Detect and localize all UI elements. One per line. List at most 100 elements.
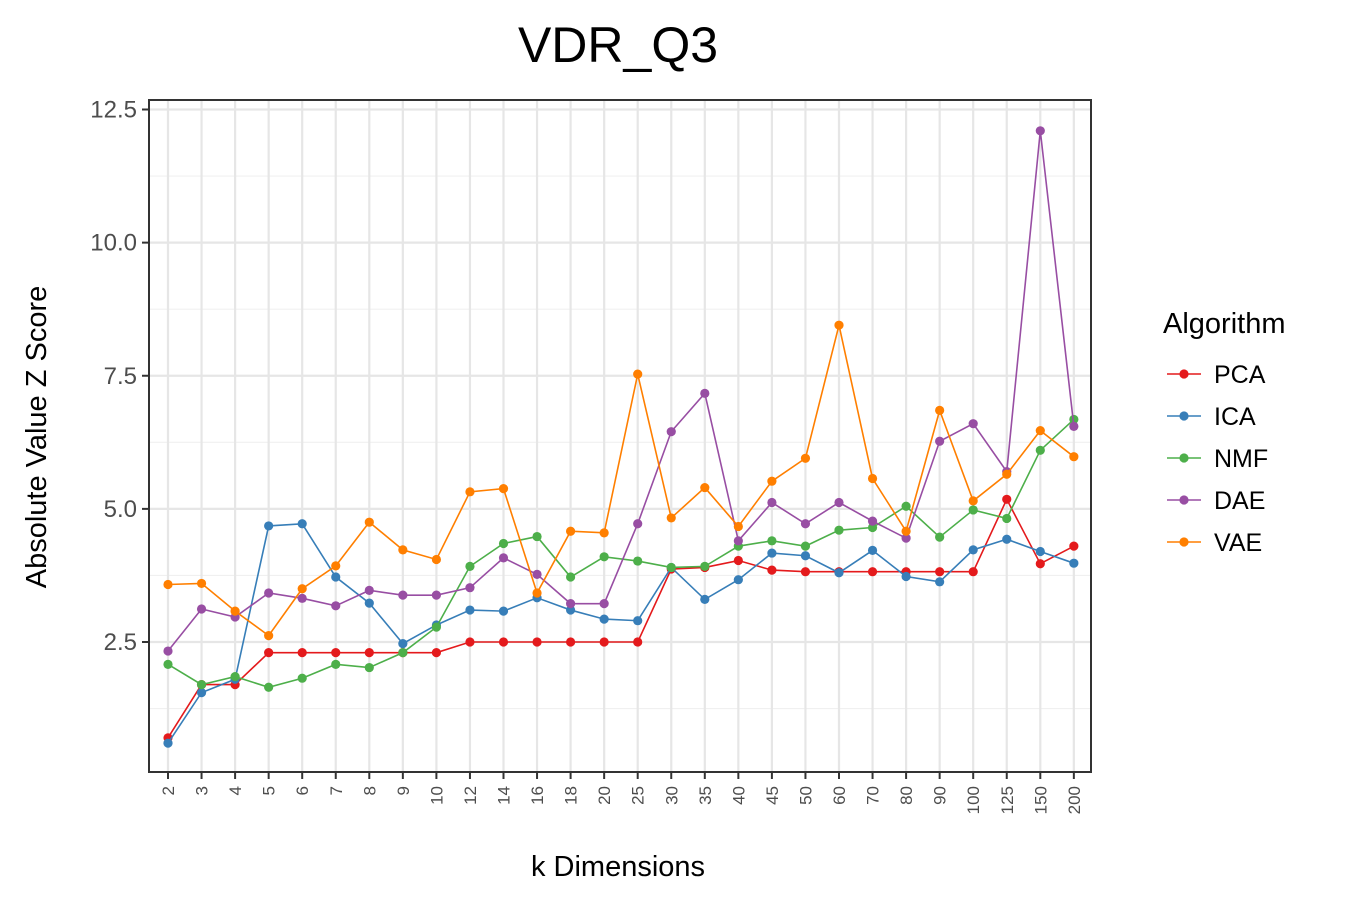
data-point-nmf <box>700 561 710 571</box>
data-point-nmf <box>364 662 374 673</box>
data-point-dae <box>196 604 207 614</box>
data-point-nmf <box>1035 445 1045 455</box>
y-tick-label: 12.5 <box>90 97 137 124</box>
series-line-ica <box>167 522 1075 744</box>
data-point-vae <box>297 584 307 594</box>
data-point-ica <box>633 616 643 626</box>
legend-key-point <box>1179 495 1189 505</box>
x-tick-label: 2 <box>159 786 178 795</box>
data-point-ica <box>264 521 274 531</box>
data-point-dae <box>566 599 576 609</box>
data-point-dae <box>867 516 878 526</box>
data-point-ica <box>163 738 173 748</box>
data-point-nmf <box>431 622 441 632</box>
data-point-pca <box>1035 559 1045 569</box>
legend-item-dae: DAE <box>1167 487 1265 515</box>
data-point-ica <box>1002 534 1012 544</box>
legend-label: ICA <box>1214 403 1256 431</box>
data-point-dae <box>633 519 643 529</box>
data-point-dae <box>264 588 274 598</box>
data-point-ica <box>767 548 777 558</box>
data-point-nmf <box>465 561 475 571</box>
x-tick-label: 45 <box>763 786 782 805</box>
chart-title: VDR_Q3 <box>518 17 718 73</box>
legend-item-ica: ICA <box>1167 403 1256 431</box>
x-tick-label: 40 <box>729 786 748 805</box>
series-layer <box>163 126 1079 748</box>
data-point-ica <box>196 687 207 698</box>
x-tick-label: 3 <box>193 786 212 795</box>
data-point-nmf <box>633 556 643 566</box>
data-point-pca <box>800 567 811 577</box>
data-point-ica <box>331 572 341 582</box>
series-nmf <box>163 414 1079 692</box>
data-point-vae <box>901 526 911 536</box>
data-point-nmf <box>297 673 307 683</box>
data-point-ica <box>599 614 609 624</box>
data-point-pca <box>431 648 441 658</box>
data-point-vae <box>532 588 542 598</box>
data-point-nmf <box>1002 513 1012 524</box>
series-line-vae <box>167 324 1075 637</box>
data-point-vae <box>398 545 408 555</box>
data-point-vae <box>666 513 676 523</box>
data-point-dae <box>935 436 945 446</box>
x-tick-label: 8 <box>360 786 379 795</box>
data-point-vae <box>498 484 509 494</box>
data-point-pca <box>264 648 274 658</box>
data-point-dae <box>834 497 844 508</box>
data-point-pca <box>465 637 475 647</box>
y-tick-label: 5.0 <box>104 496 137 523</box>
y-tick-label: 7.5 <box>104 363 137 390</box>
data-point-ica <box>1069 558 1079 568</box>
x-axis-title: k Dimensions <box>531 851 705 883</box>
data-point-nmf <box>800 541 811 551</box>
data-point-ica <box>935 577 945 587</box>
data-point-nmf <box>599 552 609 562</box>
data-point-nmf <box>163 659 173 669</box>
data-point-pca <box>867 567 878 577</box>
x-tick-label: 4 <box>226 786 245 795</box>
data-point-dae <box>666 427 676 437</box>
data-point-vae <box>1035 425 1045 436</box>
x-tick-label: 200 <box>1065 786 1084 814</box>
data-point-nmf <box>666 562 676 573</box>
panel-border <box>148 99 1092 773</box>
data-point-vae <box>331 561 341 571</box>
series-line-nmf <box>167 418 1075 689</box>
data-point-nmf <box>935 532 945 542</box>
legend-item-nmf: NMF <box>1167 445 1268 473</box>
x-tick-label: 12 <box>461 786 480 805</box>
data-point-vae <box>431 554 441 565</box>
series-ica <box>163 519 1079 748</box>
data-point-dae <box>1069 421 1079 431</box>
data-point-vae <box>867 473 878 484</box>
x-tick-label: 25 <box>629 786 648 805</box>
data-point-dae <box>532 569 542 579</box>
data-point-dae <box>431 590 441 600</box>
data-point-dae <box>465 583 475 593</box>
data-point-ica <box>700 594 710 605</box>
data-point-nmf <box>834 525 844 535</box>
x-tick-label: 100 <box>964 786 983 814</box>
legend-item-vae: VAE <box>1167 529 1262 557</box>
data-point-nmf <box>196 680 207 690</box>
data-point-ica <box>465 605 475 615</box>
legend: Algorithm PCA ICA NMF DAE VAE <box>1163 308 1286 557</box>
data-point-vae <box>465 487 475 497</box>
data-point-nmf <box>264 682 274 692</box>
x-tick-label: 70 <box>864 786 883 805</box>
x-tick-label: 80 <box>897 786 916 805</box>
data-point-pca <box>1069 541 1079 551</box>
data-point-vae <box>700 482 710 493</box>
data-point-vae <box>935 405 945 415</box>
legend-key-point <box>1179 411 1189 421</box>
x-tick-label: 6 <box>293 786 312 795</box>
data-point-vae <box>968 496 978 506</box>
x-tick-label: 35 <box>696 786 715 805</box>
data-point-pca <box>566 637 576 647</box>
legend-key-point <box>1179 537 1189 547</box>
data-point-dae <box>297 593 307 603</box>
